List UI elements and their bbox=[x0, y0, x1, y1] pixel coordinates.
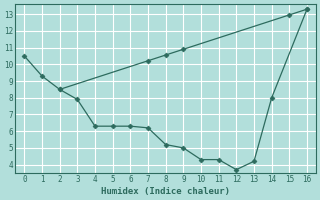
X-axis label: Humidex (Indice chaleur): Humidex (Indice chaleur) bbox=[101, 187, 230, 196]
